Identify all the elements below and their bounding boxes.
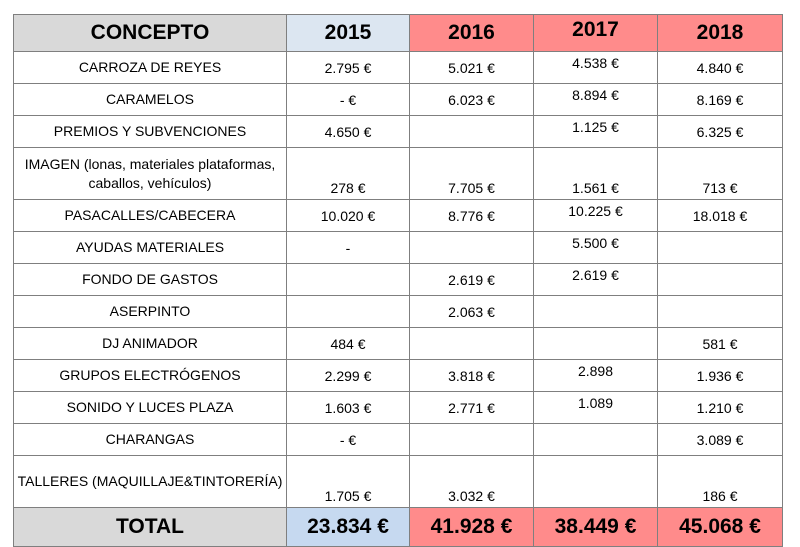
value-2016-cell bbox=[409, 327, 534, 360]
value-2015-cell: 484 € bbox=[286, 327, 410, 360]
value-2015-cell: - € bbox=[286, 83, 410, 116]
table-row: AYUDAS MATERIALES - 5.500 € bbox=[13, 231, 783, 264]
value-2015-cell: 2.795 € bbox=[286, 51, 410, 84]
value-2015-cell bbox=[286, 263, 410, 296]
value-2018-cell: 4.840 € bbox=[657, 51, 783, 84]
value-2018-cell bbox=[657, 263, 783, 296]
value-2016-cell: 3.818 € bbox=[409, 359, 534, 392]
value-2017-cell bbox=[533, 423, 658, 456]
table-row: TALLERES (MAQUILLAJE&TINTORERÍA) 1.705 €3… bbox=[13, 455, 783, 508]
value-2018-cell: 6.325 € bbox=[657, 115, 783, 148]
value-2017-cell: 1.089 bbox=[533, 391, 658, 424]
total-2017: 38.449 € bbox=[533, 507, 658, 547]
value-2018-cell: 186 € bbox=[657, 455, 783, 508]
value-2017-cell: 1.125 € bbox=[533, 115, 658, 148]
concept-cell: ASERPINTO bbox=[13, 295, 287, 328]
table-row: PASACALLES/CABECERA 10.020 €8.776 €10.225… bbox=[13, 199, 783, 232]
total-2016: 41.928 € bbox=[409, 507, 534, 547]
value-2017-cell: 5.500 € bbox=[533, 231, 658, 264]
concept-cell: GRUPOS ELECTRÓGENOS bbox=[13, 359, 287, 392]
header-2017-label: 2017 bbox=[572, 18, 619, 41]
header-row: CONCEPTO 2015 2016 2017 2018 bbox=[13, 14, 783, 52]
value-2016-cell: 8.776 € bbox=[409, 199, 534, 232]
value-2017-cell: 10.225 € bbox=[533, 199, 658, 232]
value-2016-cell: 2.771 € bbox=[409, 391, 534, 424]
value-2015-cell: 10.020 € bbox=[286, 199, 410, 232]
value-2016-cell: 6.023 € bbox=[409, 83, 534, 116]
concept-cell: CHARANGAS bbox=[13, 423, 287, 456]
table-row: PREMIOS Y SUBVENCIONES 4.650 € 1.125 €6.32… bbox=[13, 115, 783, 148]
value-2018-cell: 3.089 € bbox=[657, 423, 783, 456]
table-row: IMAGEN (lonas, materiales plataformas, c… bbox=[13, 147, 783, 200]
value-2016-cell: 7.705 € bbox=[409, 147, 534, 200]
value-2017-cell: 8.894 € bbox=[533, 83, 658, 116]
table-row: CHARANGAS - € 3.089 € bbox=[13, 423, 783, 456]
value-2018-cell bbox=[657, 295, 783, 328]
value-2015-cell: - € bbox=[286, 423, 410, 456]
concept-cell: PREMIOS Y SUBVENCIONES bbox=[13, 115, 287, 148]
header-2018: 2018 bbox=[657, 14, 783, 52]
value-2015-cell: 1.603 € bbox=[286, 391, 410, 424]
value-2015-cell: - bbox=[286, 231, 410, 264]
concept-cell: PASACALLES/CABECERA bbox=[13, 199, 287, 232]
value-2015-cell: 2.299 € bbox=[286, 359, 410, 392]
table-row: ASERPINTO 2.063 € bbox=[13, 295, 783, 328]
table-row: SONIDO Y LUCES PLAZA 1.603 €2.771 €1.089 1… bbox=[13, 391, 783, 424]
total-2015: 23.834 € bbox=[286, 507, 410, 547]
value-2017-cell: 2.619 € bbox=[533, 263, 658, 296]
total-2018: 45.068 € bbox=[657, 507, 783, 547]
concept-cell: CARAMELOS bbox=[13, 83, 287, 116]
value-2018-cell bbox=[657, 231, 783, 264]
value-2016-cell bbox=[409, 231, 534, 264]
value-2018-cell: 581 € bbox=[657, 327, 783, 360]
concept-cell: CARROZA DE REYES bbox=[13, 51, 287, 84]
value-2018-cell: 8.169 € bbox=[657, 83, 783, 116]
value-2015-cell: 4.650 € bbox=[286, 115, 410, 148]
value-2015-cell: 278 € bbox=[286, 147, 410, 200]
value-2018-cell: 1.210 € bbox=[657, 391, 783, 424]
value-2017-cell: 4.538 € bbox=[533, 51, 658, 84]
header-concepto: CONCEPTO bbox=[13, 14, 287, 52]
table-row: CARAMELOS - €6.023 €8.894 €8.169 € bbox=[13, 83, 783, 116]
concept-cell: FONDO DE GASTOS bbox=[13, 263, 287, 296]
value-2017-cell bbox=[533, 455, 658, 508]
value-2017-cell: 1.561 € bbox=[533, 147, 658, 200]
value-2018-cell: 713 € bbox=[657, 147, 783, 200]
value-2017-cell bbox=[533, 295, 658, 328]
value-2017-cell: 2.898 bbox=[533, 359, 658, 392]
header-2016: 2016 bbox=[409, 14, 534, 52]
value-2015-cell bbox=[286, 295, 410, 328]
concept-cell: TALLERES (MAQUILLAJE&TINTORERÍA) bbox=[13, 455, 287, 508]
value-2017-cell bbox=[533, 327, 658, 360]
header-2017: 2017 bbox=[533, 14, 658, 52]
total-row: TOTAL 23.834 € 41.928 € 38.449 € 45.068 … bbox=[13, 507, 783, 547]
value-2016-cell: 2.063 € bbox=[409, 295, 534, 328]
value-2016-cell: 5.021 € bbox=[409, 51, 534, 84]
value-2016-cell: 3.032 € bbox=[409, 455, 534, 508]
table-row: CARROZA DE REYES 2.795 €5.021 €4.538 €4.8… bbox=[13, 51, 783, 84]
value-2016-cell bbox=[409, 115, 534, 148]
value-2018-cell: 18.018 € bbox=[657, 199, 783, 232]
concept-cell: DJ ANIMADOR bbox=[13, 327, 287, 360]
table-row: GRUPOS ELECTRÓGENOS 2.299 €3.818 €2.898 1.… bbox=[13, 359, 783, 392]
concept-cell: SONIDO Y LUCES PLAZA bbox=[13, 391, 287, 424]
table-row: FONDO DE GASTOS 2.619 €2.619 € bbox=[13, 263, 783, 296]
concept-cell: IMAGEN (lonas, materiales plataformas, c… bbox=[13, 147, 287, 200]
value-2016-cell bbox=[409, 423, 534, 456]
table-row: DJ ANIMADOR 484 € 581 € bbox=[13, 327, 783, 360]
concept-cell: AYUDAS MATERIALES bbox=[13, 231, 287, 264]
value-2016-cell: 2.619 € bbox=[409, 263, 534, 296]
header-2015: 2015 bbox=[286, 14, 410, 52]
total-label: TOTAL bbox=[13, 507, 287, 547]
value-2018-cell: 1.936 € bbox=[657, 359, 783, 392]
budget-table: CONCEPTO 2015 2016 2017 2018 CARROZA DE … bbox=[13, 14, 783, 547]
value-2015-cell: 1.705 € bbox=[286, 455, 410, 508]
